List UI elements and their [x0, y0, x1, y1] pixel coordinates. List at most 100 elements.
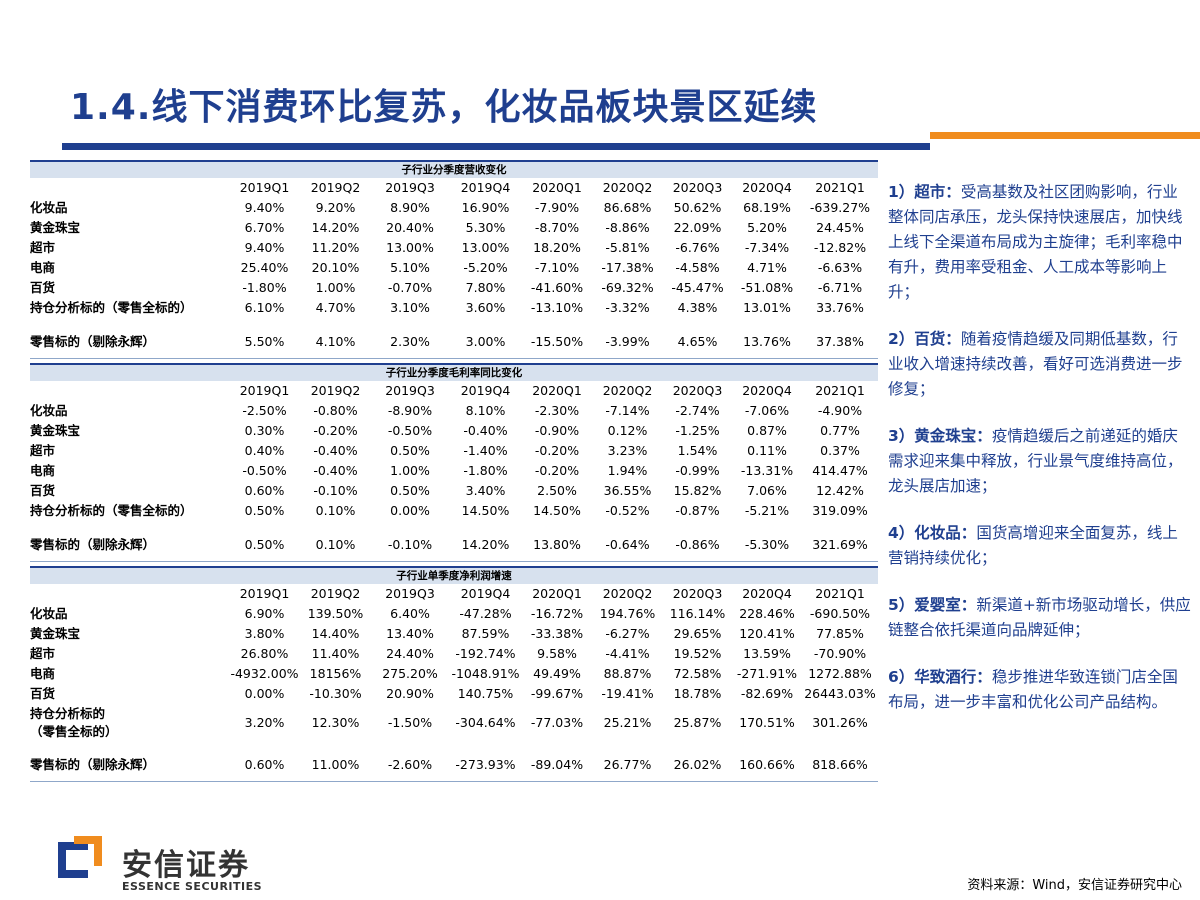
table-cell: 11.40% — [311, 646, 360, 661]
table-cell: 22.09% — [673, 220, 722, 235]
point-keyword: 爱婴室： — [914, 596, 977, 614]
table-cell: -10.30% — [309, 686, 362, 701]
column-header: 2019Q1 — [239, 586, 290, 601]
table-row: 超市 0.40% -0.40% 0.50% -1.40% -0.20% 3.23% 1.54%… — [30, 441, 878, 461]
title-underline-navy — [62, 143, 930, 150]
table-cell: -7.06% — [744, 403, 790, 418]
table-cell: -0.10% — [313, 483, 358, 498]
table-cell: -8.86% — [605, 220, 650, 235]
table-cell: 16.90% — [461, 200, 510, 215]
point-text: 新渠道+新市场驱动增长，供应链整合依托渠道向品牌延伸； — [888, 596, 1191, 639]
table-cell: 0.00% — [244, 686, 285, 701]
table-cell: 3.10% — [390, 300, 430, 315]
table-row: 黄金珠宝 0.30% -0.20% -0.50% -0.40% -0.90% 0.12% -1… — [30, 421, 878, 441]
row-label: 黄金珠宝 — [30, 626, 81, 641]
table-cell: 6.90% — [244, 606, 285, 621]
table-cell: 13.59% — [743, 646, 791, 661]
point-keyword: 化妆品： — [914, 524, 977, 542]
row-label: 电商 — [30, 463, 56, 478]
column-header: 2020Q1 — [532, 586, 582, 601]
table-cell: 6.40% — [390, 606, 430, 621]
table-cell: -8.90% — [387, 403, 433, 418]
table-row: 化妆品 9.40% 9.20% 8.90% 16.90% -7.90% 86.68% 50.6… — [30, 198, 878, 218]
table-cell: -4932.00% — [230, 666, 299, 681]
table-cell: -8.70% — [534, 220, 580, 235]
table-cell: -0.80% — [313, 403, 358, 418]
table-cell: 0.60% — [244, 757, 285, 772]
column-header: 2020Q2 — [602, 586, 653, 601]
table-cell: 1.00% — [315, 280, 356, 295]
commentary-point: 3）黄金珠宝：疫情趋缓后之前递延的婚庆需求迎来集中释放，行业景气度维持高位，龙头… — [888, 424, 1193, 499]
table-cell: -1.40% — [463, 443, 508, 458]
table-cell: 20.10% — [311, 260, 360, 275]
header-spacer — [30, 178, 229, 198]
table-cell: 14.20% — [461, 537, 510, 552]
column-header: 2019Q2 — [310, 383, 361, 398]
table-cell: -0.64% — [605, 537, 650, 552]
table-cell: -0.90% — [534, 423, 580, 438]
company-logo: 安信证券 ESSENCE SECURITIES — [58, 836, 288, 896]
table-cell: 301.26% — [812, 714, 868, 730]
table-cell: 0.12% — [607, 423, 648, 438]
table-cell: 116.14% — [669, 606, 726, 621]
table-heading: 子行业分季度毛利率同比变化 — [30, 363, 878, 381]
table-cell: -77.03% — [530, 714, 584, 730]
table-cell: 3.40% — [465, 483, 506, 498]
table-cell: -0.52% — [605, 503, 650, 518]
table-cell: 0.60% — [244, 483, 285, 498]
table-cell: 0.10% — [315, 503, 356, 518]
table-cell: -69.32% — [601, 280, 654, 295]
table-cell: -2.60% — [387, 757, 433, 772]
header-spacer — [30, 584, 229, 604]
header-spacer — [30, 381, 229, 401]
table-cell: 160.66% — [739, 757, 795, 772]
page-title: 1.4.线下消费环比复苏，化妆品板块景区延续 — [70, 87, 818, 128]
table-row: 电商 -4932.00% 18156% 275.20% -1048.91% 49.49% 8… — [30, 664, 878, 684]
column-header: 2019Q4 — [460, 180, 511, 195]
point-number: 6） — [888, 668, 915, 686]
table-cell: 13.80% — [533, 537, 581, 552]
table-cell: 6.70% — [244, 220, 285, 235]
row-label: 零售标的（剔除永辉） — [30, 537, 156, 552]
table-cell: 0.87% — [747, 423, 787, 438]
table-cell: 26.80% — [240, 646, 289, 661]
table-row: 持仓分析标的（零售全标的） 0.50% 0.10% 0.00% 14.50% 14.50%… — [30, 501, 878, 521]
table-cell: -6.27% — [605, 626, 650, 641]
table-cell: 13.00% — [461, 240, 510, 255]
table-cell: 0.30% — [244, 423, 285, 438]
table-cell: 88.87% — [603, 666, 652, 681]
commentary-point: 2）百货：随着疫情趋缓及同期低基数，行业收入增速持续改善，看好可选消费进一步修复… — [888, 327, 1193, 402]
table-cell: -2.74% — [675, 403, 720, 418]
column-header: 2020Q1 — [532, 180, 582, 195]
table-cell: -82.69% — [740, 686, 794, 701]
table-row: 化妆品 6.90% 139.50% 6.40% -47.28% -16.72% 194.76… — [30, 604, 878, 624]
table-cell: -13.10% — [530, 300, 584, 315]
table-cell: -0.20% — [534, 443, 580, 458]
table-cell: -1.25% — [675, 423, 720, 438]
table-section: 子行业分季度毛利率同比变化 2019Q1 2019Q2 2019Q3 2019Q4 202… — [30, 363, 878, 562]
table-cell: 0.11% — [747, 443, 787, 458]
table-cell: 36.55% — [603, 483, 652, 498]
point-text: 疫情趋缓后之前递延的婚庆需求迎来集中释放，行业景气度维持高位，龙头展店加速； — [888, 427, 1183, 495]
table-row: 电商 -0.50% -0.40% 1.00% -1.80% -0.20% 1.94% -0.9… — [30, 461, 878, 481]
table-row: 百货 -1.80% 1.00% -0.70% 7.80% -41.60% -69.32% -4… — [30, 278, 878, 298]
column-header: 2020Q3 — [672, 586, 723, 601]
table-cell: -4.90% — [817, 403, 863, 418]
table-cell: 0.50% — [244, 503, 285, 518]
column-header: 2020Q3 — [672, 180, 723, 195]
table-cell: 18.20% — [533, 240, 581, 255]
table-cell: -0.87% — [675, 503, 720, 518]
row-label: 零售标的（剔除永辉） — [30, 757, 156, 772]
table-cell: 0.50% — [390, 483, 430, 498]
table-cell: 139.50% — [307, 606, 364, 621]
table-cell: 24.40% — [386, 646, 434, 661]
table-cell: 11.00% — [311, 757, 360, 772]
table-cell: 18.78% — [673, 686, 722, 701]
table-cell: 18156% — [309, 666, 362, 681]
table-cell: 321.69% — [812, 537, 868, 552]
table-cell: 72.58% — [673, 666, 722, 681]
column-header-row: 2019Q1 2019Q2 2019Q3 2019Q4 2020Q1 2020Q2 2020… — [30, 381, 878, 401]
table-cell: -16.72% — [530, 606, 584, 621]
row-label: 持仓分析标的（零售全标的） — [30, 300, 193, 315]
table-row: 零售标的（剔除永辉） 5.50% 4.10% 2.30% 3.00% -15.50% -3.… — [30, 332, 878, 352]
